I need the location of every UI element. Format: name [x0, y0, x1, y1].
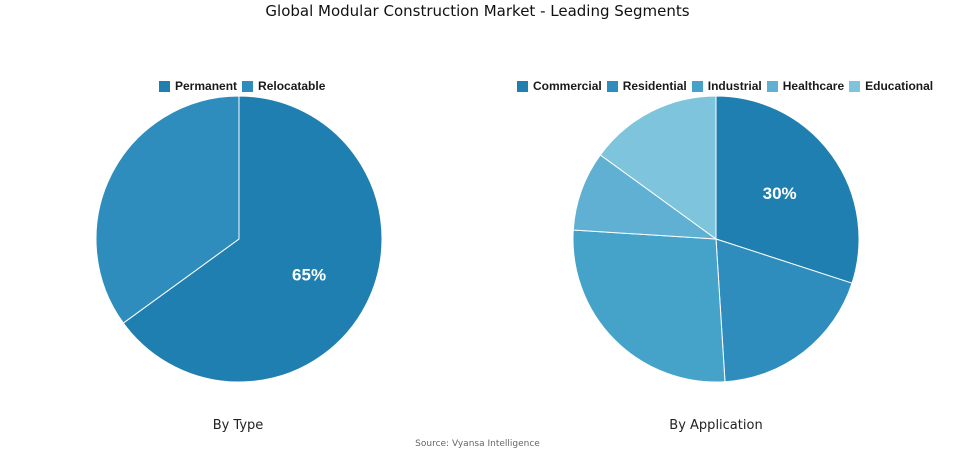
legend-by-type: Permanent Relocatable — [159, 79, 330, 93]
slice-value-label: 30% — [763, 184, 797, 203]
legend-swatch — [766, 80, 778, 92]
legend-swatch — [849, 80, 861, 92]
legend-item-permanent: Permanent — [159, 79, 237, 93]
legend-swatch — [517, 80, 528, 92]
legend-item-residential: Residential — [606, 79, 687, 93]
pie-slice-permanent — [122, 95, 383, 383]
legend-label: Industrial — [707, 79, 762, 93]
legend-swatch — [159, 80, 170, 92]
slice-value-label: 65% — [292, 266, 326, 285]
caption-by-application: By Application — [669, 418, 763, 433]
pie-slice-commercial — [715, 95, 860, 284]
legend-label: Commercial — [533, 79, 602, 93]
legend-label: Healthcare — [782, 79, 845, 93]
legend-swatch — [242, 80, 254, 92]
legend-swatch — [606, 80, 618, 92]
legend-item-commercial: Commercial — [517, 79, 602, 93]
pie-slice-residential — [715, 238, 853, 383]
legend-item-educational: Educational — [849, 79, 933, 93]
pie-slice-relocatable — [95, 95, 240, 324]
source-note: Source: Vyansa Intelligence — [415, 439, 540, 449]
legend-item-industrial: Industrial — [691, 79, 762, 93]
legend-label: Relocatable — [258, 79, 326, 93]
chart-title: Global Modular Construction Market - Lea… — [265, 2, 690, 20]
pie-slice-industrial — [572, 229, 726, 383]
pie-slice-healthcare — [572, 154, 718, 240]
legend-by-application: Commercial Residential Industrial Healthcar… — [517, 79, 938, 93]
legend-label: Permanent — [175, 79, 238, 93]
legend-item-healthcare: Healthcare — [766, 79, 845, 93]
legend-item-relocatable: Relocatable — [242, 79, 325, 93]
caption-by-type: By Type — [212, 418, 264, 433]
pie-slice-educational — [599, 95, 717, 240]
legend-label: Educational — [865, 79, 934, 93]
legend-swatch — [691, 80, 703, 92]
legend-label: Residential — [622, 79, 687, 93]
